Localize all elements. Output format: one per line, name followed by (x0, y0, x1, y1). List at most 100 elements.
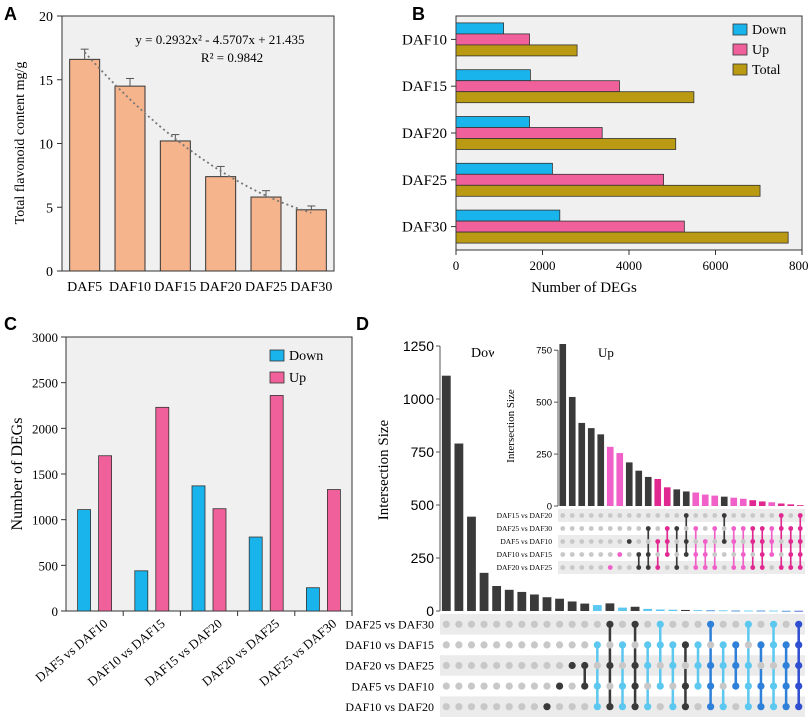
d-up-matrix-dot (674, 539, 680, 544)
d-up-matrix-dot (655, 565, 661, 570)
d-down-matrix-dot (455, 703, 463, 711)
d-down-matrix-dot (543, 703, 551, 711)
panel-a-y-ticks: 0 5 10 15 20 (39, 10, 62, 280)
d-up-matrix-dot (607, 513, 613, 518)
d-down-matrix-dot (455, 661, 463, 670)
d-down-y-tick-label: 750 (411, 444, 435, 460)
d-up-matrix-dot (636, 552, 642, 557)
panel-c-legend: Down Up (269, 349, 323, 386)
d-up-matrix-dot (693, 513, 699, 518)
d-up-matrix-dot (712, 539, 718, 544)
d-up-matrix-row-band (558, 509, 805, 522)
d-up-bar (739, 498, 747, 506)
d-down-matrix-dot (744, 682, 752, 690)
d-down-matrix-dot (581, 682, 589, 690)
d-up-bar (777, 503, 785, 506)
d-up-bar (559, 344, 567, 506)
d-down-matrix-dot (467, 703, 476, 711)
d-up-bar (578, 422, 586, 506)
d-down-matrix-dot (732, 641, 740, 649)
d-down-matrix-dot (631, 641, 639, 649)
d-up-matrix-dot (560, 552, 566, 557)
d-down-matrix-dot (593, 641, 601, 649)
d-down-matrix-dot (480, 620, 488, 628)
panel-b-bar (455, 69, 531, 82)
d-up-bar (654, 479, 662, 506)
d-up-matrix-dot (731, 565, 737, 570)
d-up-matrix-dot (588, 513, 594, 518)
d-down-matrix-dot (694, 641, 702, 649)
d-down-bar (529, 594, 539, 611)
panel-c-y-axis-label: Number of DEGs (9, 418, 26, 531)
d-up-matrix-dot (740, 513, 746, 518)
d-down-matrix-dot (568, 703, 576, 711)
d-down-matrix-dot (769, 620, 778, 628)
d-down-matrix-dot (744, 620, 752, 628)
d-down-bar (542, 597, 552, 611)
panel-a-y-tick-label: 10 (39, 138, 53, 153)
panel-b-x-tick-label: 4000 (616, 258, 642, 273)
d-down-matrix-dot (543, 620, 551, 628)
d-down-matrix-dot (656, 641, 664, 649)
d-down-matrix-dot (732, 703, 740, 711)
panel-b-y-tick-label: DAF10 (402, 32, 447, 48)
d-down-matrix-dot (681, 661, 690, 670)
d-up-matrix-dot (797, 539, 803, 544)
d-down-matrix-dot (744, 641, 752, 649)
d-up-matrix-dot (626, 513, 632, 518)
d-up-matrix-dot (712, 526, 718, 531)
d-up-matrix-dot (617, 552, 623, 557)
d-up-matrix-dot (769, 552, 775, 557)
panel-b-bar (455, 80, 620, 93)
d-up-matrix-dot (674, 526, 680, 531)
d-up-bar (730, 497, 738, 506)
d-up-matrix-dot (721, 526, 727, 531)
d-down-matrix-dot (606, 641, 614, 649)
panel-a-x-tick-label: DAF15 (154, 280, 196, 295)
d-down-matrix-dot (493, 682, 501, 690)
d-up-matrix-dot (683, 513, 689, 518)
panel-d-up-y-ticks: 0 250 500 750 (536, 346, 559, 512)
panel-c-legend-label: Down (289, 349, 323, 364)
d-down-matrix-dot (719, 641, 727, 649)
d-up-matrix-dot (607, 526, 613, 531)
panel-a-trendline (84, 51, 312, 214)
d-up-matrix-dot (721, 565, 727, 570)
d-down-matrix-dot (769, 682, 778, 690)
panel-c-bar (155, 406, 170, 612)
panel-b-legend-label: Total (752, 63, 781, 78)
panel-a-x-tick-label: DAF25 (245, 280, 287, 295)
d-down-matrix-dot (618, 641, 627, 649)
panel-a-x-tick-label: DAF20 (200, 280, 242, 295)
d-up-matrix-dot (626, 565, 632, 570)
panel-a-x-tick-label: DAF30 (290, 280, 332, 295)
d-down-bar (743, 610, 753, 612)
d-down-matrix-dot (795, 682, 803, 690)
panel-a-chart: 0 5 10 15 20 DAF5 DAF10 DAF15 DAF20 DAF25 DAF30 y… (13, 10, 335, 295)
d-up-bar (616, 453, 624, 506)
d-up-matrix-dot (617, 539, 623, 544)
d-up-matrix-dot (759, 565, 765, 570)
d-down-matrix-dot (769, 661, 778, 670)
d-up-matrix-dot (664, 552, 670, 557)
panel-b-chart: DAF10 DAF15 DAF20 DAF25 DAF30 0 2000 4000 6000 8… (402, 15, 809, 296)
d-down-matrix-dot (694, 620, 702, 628)
d-down-matrix-dot (581, 661, 589, 670)
d-up-bar (587, 428, 595, 506)
d-up-matrix-dot (560, 513, 566, 518)
d-down-matrix-dot (631, 661, 639, 670)
d-down-matrix-dot (782, 682, 790, 690)
d-down-matrix-dot (442, 703, 450, 711)
panel-d-down-set-labels: DAF25 vs DAF30 DAF10 vs DAF15 DAF20 vs DAF… (345, 618, 434, 714)
d-down-matrix-dot (593, 661, 601, 670)
d-down-matrix-dot (543, 682, 551, 690)
d-up-bar (711, 495, 719, 506)
d-down-bar (454, 443, 464, 611)
panel-a-x-tick-label: DAF5 (67, 280, 102, 295)
d-down-bar (492, 585, 502, 611)
panel-b-bar (455, 184, 761, 197)
panel-b-legend-swatch (732, 43, 748, 56)
d-down-set-label: DAF20 vs DAF25 (345, 659, 434, 673)
d-down-matrix-dot (581, 620, 589, 628)
d-down-matrix-dot (493, 703, 501, 711)
